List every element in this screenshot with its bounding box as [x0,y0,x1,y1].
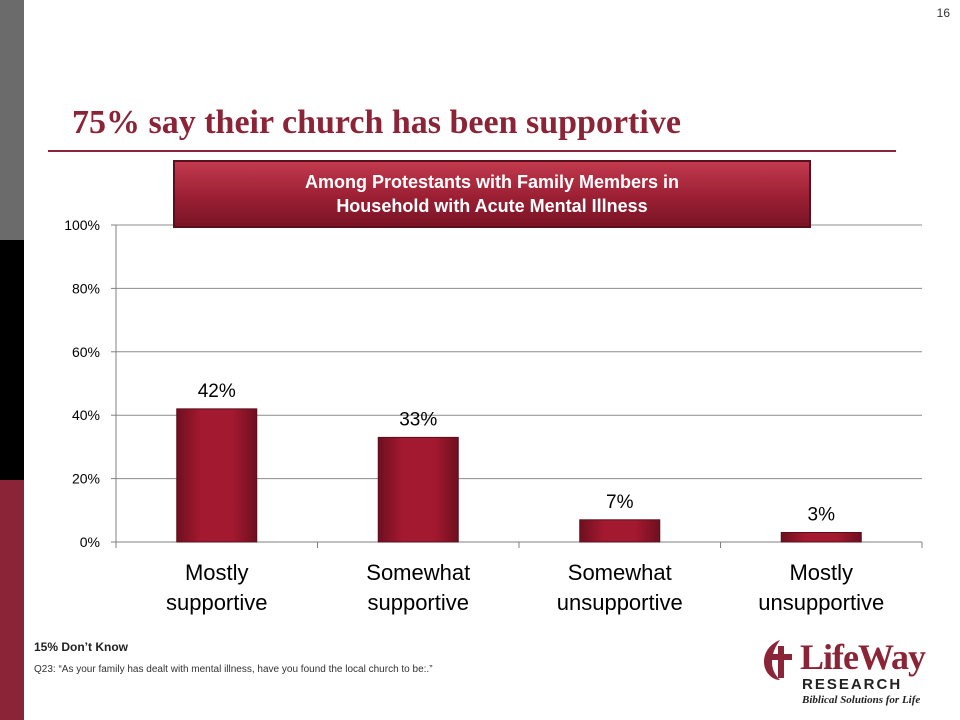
y-tick-label: 100% [64,217,100,233]
x-tick-label: Somewhat [366,560,470,585]
dont-know-footnote: 15% Don’t Know [34,640,129,654]
x-tick-label: supportive [166,590,268,615]
logo-tagline: Biblical Solutions for Life [802,694,921,706]
y-tick-label: 80% [72,280,100,296]
logo-wordmark: LifeWay [800,637,926,677]
data-label: 42% [198,381,236,402]
subgroup-banner: Among Protestants with Family Members in… [173,160,811,228]
data-label: 3% [808,504,836,525]
bar [176,408,258,543]
bar [579,519,661,543]
side-stripe-gray [0,0,24,240]
bar [377,436,459,543]
cross-icon [764,640,792,680]
slide-title: 75% say their church has been supportive [72,104,681,141]
page-number: 16 [936,6,950,20]
logo-research: RESEARCH [802,676,903,693]
banner-line-1: Among Protestants with Family Members in [304,172,680,192]
x-tick-label: Mostly [789,560,853,585]
x-tick-label: unsupportive [557,590,683,615]
banner-line-2: Household with Acute Mental Illness [336,196,648,216]
title-divider [48,150,896,152]
y-tick-label: 0% [80,534,100,550]
x-tick-label: Somewhat [568,560,672,585]
y-tick-label: 20% [72,471,100,487]
side-stripe-black [0,240,24,480]
x-tick-label: supportive [367,590,469,615]
x-tick-label: unsupportive [758,590,884,615]
y-tick-label: 40% [72,407,100,423]
data-label: 7% [606,492,634,513]
bar [780,531,862,543]
side-stripe-red [0,480,24,720]
y-tick-label: 60% [72,344,100,360]
data-label: 33% [399,409,437,430]
survey-question: Q23: “As your family has dealt with ment… [34,664,433,675]
x-tick-label: Mostly [185,560,249,585]
lifeway-logo: LifeWay RESEARCH Biblical Solutions for … [760,636,940,712]
